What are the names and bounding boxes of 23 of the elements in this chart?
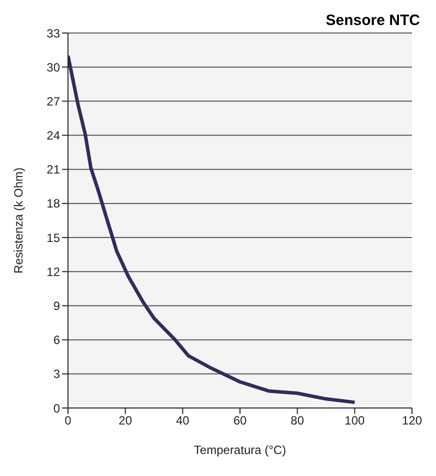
y-tick-label: 12 xyxy=(46,264,60,279)
y-tick-label: 9 xyxy=(53,298,60,313)
x-tick-label: 80 xyxy=(290,414,304,428)
y-tick-label: 18 xyxy=(46,196,60,211)
line-series xyxy=(68,54,356,404)
y-tick-label: 30 xyxy=(46,60,60,74)
y-tick-label: 24 xyxy=(46,128,60,143)
y-tick-label: 15 xyxy=(46,230,60,245)
x-tick-label: 40 xyxy=(176,414,190,428)
x-tick-label: 120 xyxy=(402,414,422,428)
x-tick-label: 60 xyxy=(233,414,247,428)
x-tick-label: 0 xyxy=(64,414,72,428)
y-tick-label: 27 xyxy=(46,94,60,108)
y-tick-label: 0 xyxy=(53,401,60,416)
x-axis-title: Temperatura (°C) xyxy=(194,443,286,457)
x-tick-label: 100 xyxy=(344,414,365,428)
y-axis-title: Resistenza (k Ohm) xyxy=(11,167,26,274)
y-tick-label: 33 xyxy=(46,26,60,40)
y-tick-label: 6 xyxy=(53,333,60,348)
y-tick-label: 21 xyxy=(46,162,60,177)
chart-title: Sensore NTC xyxy=(326,12,420,29)
x-tick-label: 20 xyxy=(118,414,132,428)
y-tick-label: 3 xyxy=(53,367,60,382)
